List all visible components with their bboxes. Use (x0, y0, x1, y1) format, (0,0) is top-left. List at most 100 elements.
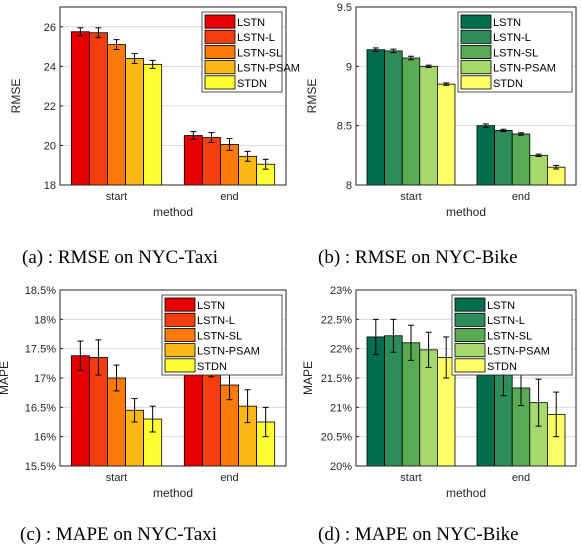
bar (384, 50, 403, 186)
legend-swatch (460, 60, 492, 75)
y-axis-label: MAPE (0, 361, 11, 395)
legend-label: LSTN-L (487, 315, 525, 327)
y-tick-label: 20.5% (321, 432, 352, 444)
bar (183, 135, 203, 186)
y-tick-label: 22.5% (321, 314, 352, 326)
bar (401, 342, 421, 467)
y-tick-label: 21% (330, 402, 352, 414)
legend-label: LSTN-PSAM (487, 346, 550, 358)
bar (88, 32, 108, 186)
bar (436, 83, 456, 186)
y-tick-label: 17.5% (25, 344, 56, 356)
legend-swatch (454, 312, 486, 327)
x-tick-label: end (512, 191, 530, 203)
y-axis-label: RMSE (9, 79, 23, 114)
axes-box (355, 289, 577, 467)
legend-swatch (454, 358, 486, 373)
legend-label: STDN (487, 361, 517, 373)
bar (476, 125, 496, 186)
legend-swatch (164, 297, 196, 312)
legend-swatch (204, 60, 236, 75)
legend-swatch (164, 327, 196, 342)
x-tick-label: start (106, 191, 127, 203)
bar (366, 49, 386, 186)
legend-swatch (454, 297, 486, 312)
y-tick-label: 17% (34, 373, 56, 385)
chart-panel-c: 15.5% 16% 16.5% 17% 17.5% 18% 18.5% start end met… (0, 285, 287, 500)
legend-label: STDN (197, 361, 227, 373)
y-tick-label: 9 (346, 61, 352, 73)
y-tick-label: 18 (44, 180, 56, 192)
y-tick-label: 15.5% (25, 461, 56, 473)
chart-panel-b: 8 8.5 9 9.5 start end method RMSE LSTN LSTN-L LSTN… (305, 2, 577, 219)
y-tick-label: 22% (330, 344, 352, 356)
legend-swatch (460, 45, 492, 60)
y-axis-label: MAPE (301, 361, 315, 395)
y-tick-label: 21.5% (321, 373, 352, 385)
bar (547, 166, 566, 186)
bar (401, 57, 421, 186)
legend-label: LSTN-SL (197, 330, 242, 342)
caption-b: (b) : RMSE on NYC-Bike (318, 247, 518, 268)
bar (529, 154, 548, 186)
legend-label: STDN (237, 78, 267, 90)
legend-label: LSTN-PSAM (493, 63, 556, 75)
bar (201, 137, 221, 186)
x-axis-label: method (446, 486, 486, 500)
legend-label: LSTN (487, 300, 515, 312)
y-tick-label: 8.5 (337, 121, 352, 133)
y-tick-label: 26 (44, 22, 56, 34)
x-tick-label: end (512, 472, 530, 484)
chart-panel-d: 20% 20.5% 21% 21.5% 22% 22.5% 23% start end metho… (301, 285, 577, 500)
legend-swatch (460, 14, 492, 29)
bar (511, 133, 531, 186)
legend-swatch (164, 312, 196, 327)
bar (419, 65, 438, 186)
x-tick-label: start (400, 191, 421, 203)
legend-label: LSTN (493, 17, 521, 29)
legend-label: LSTN-L (493, 32, 531, 44)
legend-swatch (454, 327, 486, 342)
legend-label: LSTN-SL (487, 330, 532, 342)
legend-label: LSTN-L (237, 32, 275, 44)
bar (366, 336, 386, 467)
legend-swatch (204, 14, 236, 29)
legend-label: LSTN (237, 17, 265, 29)
bar (494, 130, 513, 186)
axes-box (59, 6, 287, 186)
bar (70, 31, 90, 186)
y-tick-label: 23% (330, 285, 352, 297)
bar (384, 335, 403, 467)
x-tick-label: end (220, 472, 238, 484)
legend-label: LSTN-L (197, 315, 235, 327)
x-axis-label: method (153, 486, 193, 500)
y-tick-label: 16% (34, 432, 56, 444)
legend-swatch (164, 358, 196, 373)
legend-swatch (454, 343, 486, 358)
y-tick-label: 20 (44, 140, 56, 152)
legend-label: LSTN-SL (237, 47, 282, 59)
legend-swatch (164, 343, 196, 358)
y-tick-label: 9.5 (337, 2, 352, 14)
chart-panel-a: 18 20 22 24 26 start end method RMSE LSTN LSTN-L LS… (9, 6, 300, 219)
y-tick-label: 16.5% (25, 402, 56, 414)
bar (125, 58, 145, 186)
axes-box (59, 289, 287, 467)
legend-label: LSTN (197, 300, 225, 312)
caption-a: (a) : RMSE on NYC-Taxi (22, 247, 219, 268)
bar (107, 44, 126, 186)
x-axis-label: method (153, 205, 193, 219)
x-axis-label: method (446, 205, 486, 219)
legend-swatch (204, 75, 236, 90)
y-tick-label: 18% (34, 314, 56, 326)
legend-swatch (204, 29, 236, 44)
legend-swatch (204, 45, 236, 60)
y-tick-label: 18.5% (25, 285, 56, 297)
y-axis-label: RMSE (305, 79, 319, 114)
y-tick-label: 22 (44, 101, 56, 113)
y-tick-label: 24 (44, 61, 56, 73)
x-tick-label: start (106, 472, 127, 484)
legend-swatch (460, 75, 492, 90)
legend-label: LSTN-PSAM (197, 346, 260, 358)
